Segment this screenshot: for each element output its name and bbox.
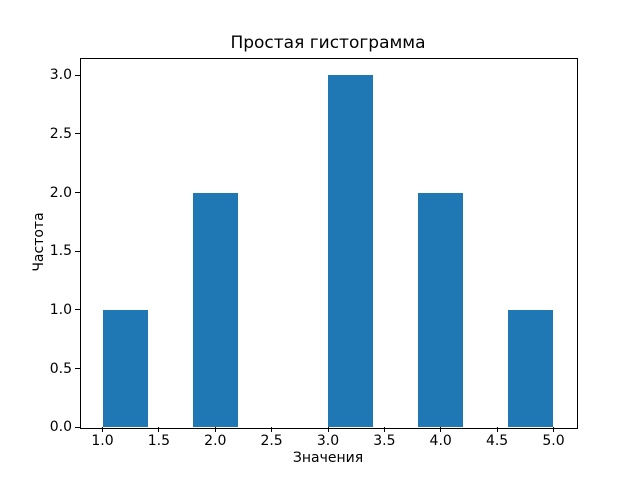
histogram-bar [418,192,464,428]
histogram-bar [508,309,554,428]
x-tick-mark [271,427,273,432]
x-tick-label: 2.0 [204,433,227,449]
y-tick-mark [75,309,80,311]
y-tick-mark [75,250,80,252]
x-tick-mark [383,427,385,432]
y-tick-mark [75,426,80,428]
x-tick-mark [327,427,329,432]
y-axis-label: Частота [31,212,47,272]
histogram-bar [102,309,148,428]
x-tick-label: 3.5 [373,433,396,449]
x-tick-label: 4.0 [429,433,452,449]
y-tick-label: 0.0 [49,419,72,436]
x-tick-label: 5.0 [542,433,565,449]
y-tick-label: 3.0 [49,67,72,84]
x-tick-label: 3.0 [316,433,340,449]
x-tick-label: 1.5 [147,433,171,449]
y-tick-mark [75,192,80,193]
x-tick-mark [158,427,160,432]
x-tick-label: 2.5 [260,433,283,449]
x-tick-mark [102,427,103,432]
histogram-bar [328,75,374,428]
histogram-bar [192,192,238,428]
chart-title: Простая гистограмма [230,33,426,53]
y-tick-mark [75,368,80,369]
y-tick-label: 1.5 [49,243,72,260]
x-tick-label: 4.5 [485,433,509,449]
x-axis-label: Значения [292,450,364,466]
y-tick-mark [75,133,80,135]
y-tick-label: 0.5 [49,360,72,377]
x-tick-mark [496,427,498,432]
x-tick-label: 1.0 [91,433,114,449]
x-tick-mark [214,427,216,432]
y-tick-label: 2.5 [49,125,72,142]
y-tick-mark [75,74,80,76]
x-tick-mark [440,427,442,432]
y-tick-label: 2.0 [49,184,72,201]
x-tick-mark [553,427,554,432]
y-tick-label: 1.0 [49,301,72,318]
